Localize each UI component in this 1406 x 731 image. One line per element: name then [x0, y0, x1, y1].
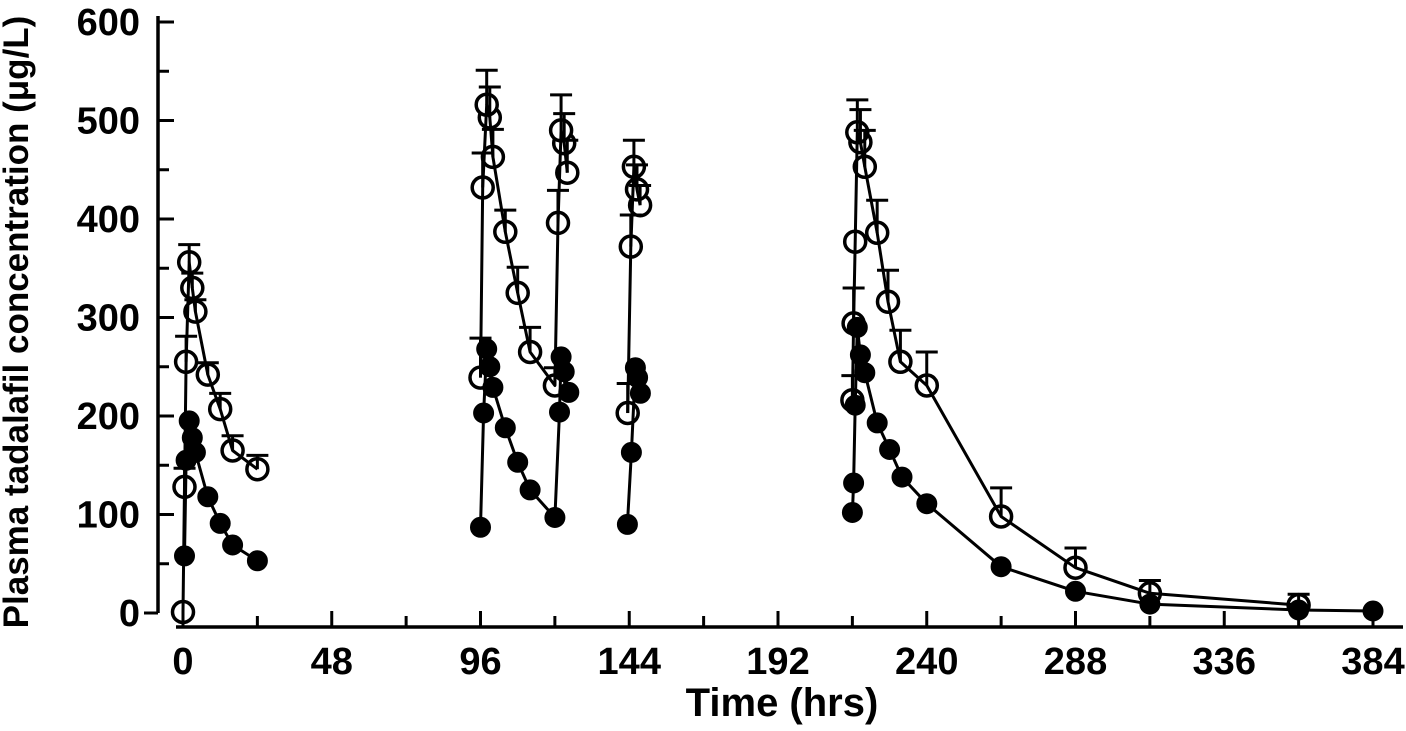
y-tick-label: 100: [77, 495, 140, 537]
x-tick-label: 0: [172, 641, 193, 683]
series-line-filled-circle: [183, 419, 259, 563]
x-tick-label: 144: [598, 641, 661, 683]
series-line-filled-circle: [479, 347, 571, 528]
x-tick-label: 48: [311, 641, 353, 683]
series-line-filled-circle: [850, 325, 1374, 613]
y-tick-label: 500: [77, 101, 140, 143]
series-line-open-circle: [626, 165, 642, 414]
y-tick-label: 300: [77, 298, 140, 340]
series-line-open-circle: [850, 130, 1299, 607]
x-tick-label: 96: [459, 641, 501, 683]
x-tick-label: 384: [1341, 641, 1404, 683]
y-tick-label: 600: [77, 2, 140, 44]
x-tick-label: 288: [1044, 641, 1107, 683]
y-axis-title: Plasma tadalafil concentration (μg/L): [0, 16, 36, 629]
x-tick-label: 336: [1193, 641, 1256, 683]
x-tick-label: 240: [895, 641, 958, 683]
y-tick-label: 0: [119, 593, 140, 635]
x-tick-label: 192: [746, 641, 809, 683]
y-tick-label: 400: [77, 199, 140, 241]
y-tick-label: 200: [77, 396, 140, 438]
x-axis-title: Time (hrs): [686, 681, 879, 725]
